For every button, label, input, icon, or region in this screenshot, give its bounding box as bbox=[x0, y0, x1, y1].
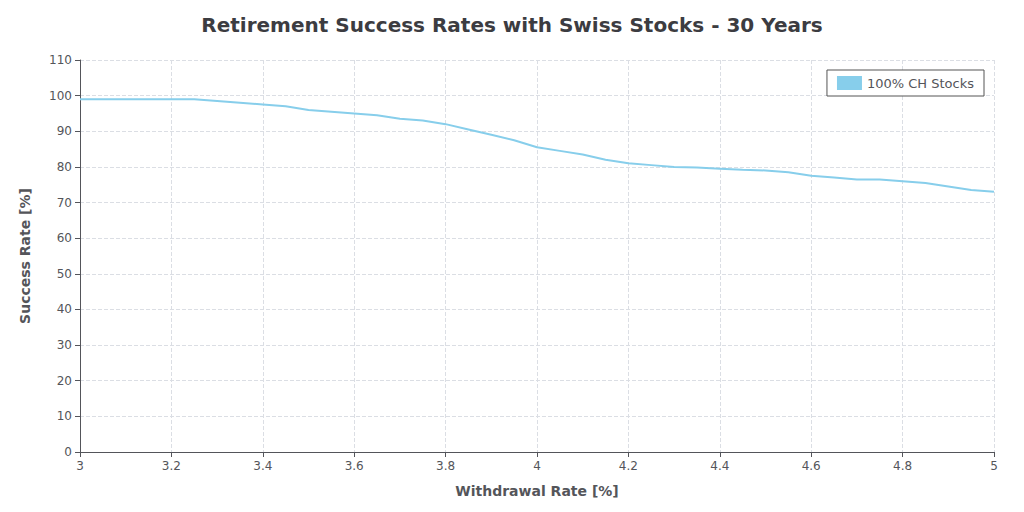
svg-text:4.6: 4.6 bbox=[802, 459, 821, 473]
svg-text:3: 3 bbox=[76, 459, 84, 473]
svg-text:10: 10 bbox=[57, 409, 72, 423]
svg-text:3.4: 3.4 bbox=[253, 459, 272, 473]
svg-text:3.2: 3.2 bbox=[162, 459, 181, 473]
svg-text:4.8: 4.8 bbox=[893, 459, 912, 473]
svg-text:110: 110 bbox=[49, 53, 72, 67]
svg-text:100% CH Stocks: 100% CH Stocks bbox=[867, 76, 974, 91]
svg-text:90: 90 bbox=[57, 124, 72, 138]
svg-text:100: 100 bbox=[49, 89, 72, 103]
svg-text:60: 60 bbox=[57, 231, 72, 245]
svg-text:3.6: 3.6 bbox=[345, 459, 364, 473]
svg-text:Retirement Success Rates with: Retirement Success Rates with Swiss Stoc… bbox=[201, 13, 822, 37]
svg-text:5: 5 bbox=[990, 459, 998, 473]
svg-text:3.8: 3.8 bbox=[436, 459, 455, 473]
svg-text:30: 30 bbox=[57, 338, 72, 352]
svg-text:0: 0 bbox=[64, 445, 72, 459]
svg-text:4.2: 4.2 bbox=[619, 459, 638, 473]
svg-text:80: 80 bbox=[57, 160, 72, 174]
svg-text:40: 40 bbox=[57, 302, 72, 316]
svg-text:20: 20 bbox=[57, 374, 72, 388]
svg-text:Success Rate [%]: Success Rate [%] bbox=[17, 188, 33, 324]
svg-text:4: 4 bbox=[533, 459, 541, 473]
svg-text:70: 70 bbox=[57, 196, 72, 210]
svg-text:50: 50 bbox=[57, 267, 72, 281]
svg-text:4.4: 4.4 bbox=[710, 459, 729, 473]
svg-text:Withdrawal Rate [%]: Withdrawal Rate [%] bbox=[455, 483, 618, 499]
